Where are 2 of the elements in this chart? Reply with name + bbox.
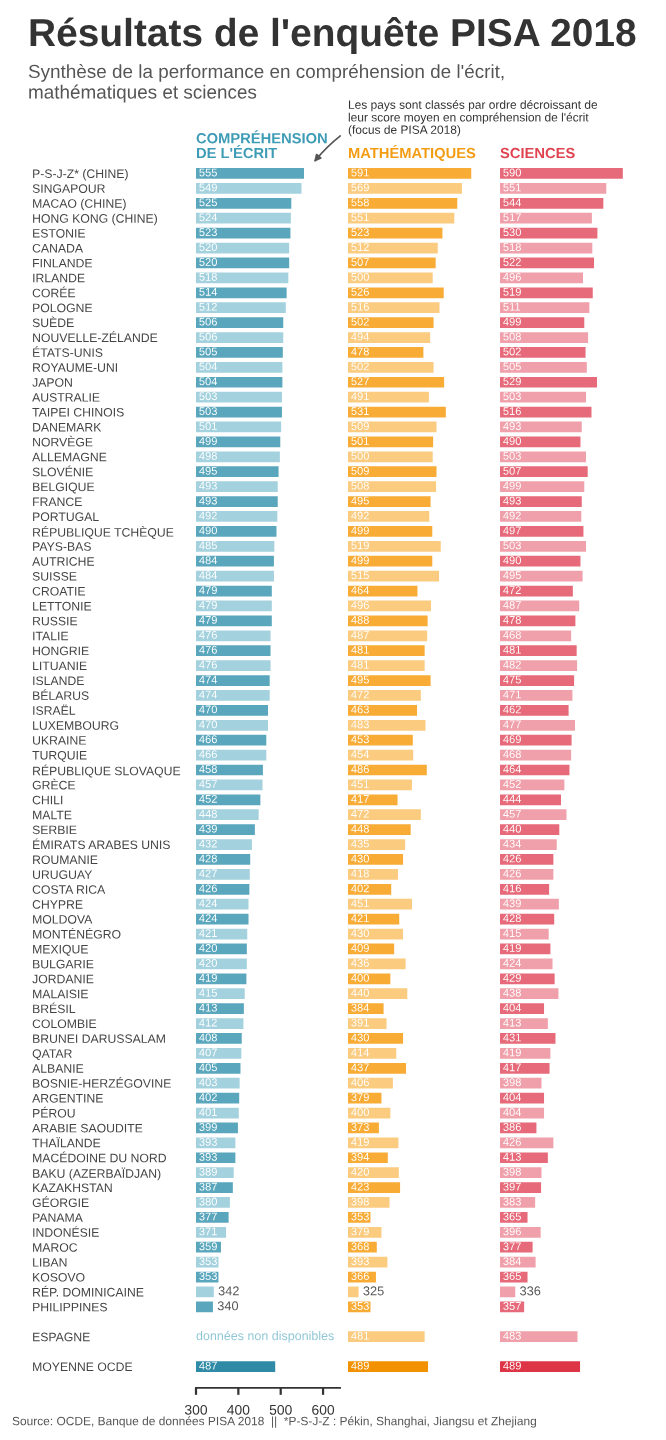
chart-title: Résultats de l'enquête PISA 2018 bbox=[30, 16, 636, 55]
chart-subtitle: Synthèse de la performance en compréhension de l'écrit, mathématiques et sciences bbox=[28, 64, 504, 103]
